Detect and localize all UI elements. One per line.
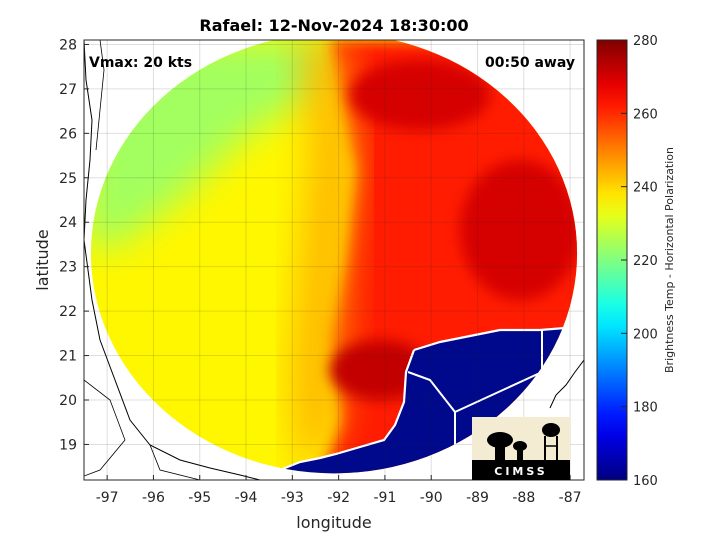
state-border (454, 330, 543, 413)
grid-lines (84, 40, 584, 480)
x-tick-label: -95 (188, 490, 211, 506)
colorbar-ticks: 160 180 200 220 240 260 280 (621, 34, 658, 489)
x-axis-ticks: -97 -96 -95 -94 -93 -92 -91 -90 -89 -88 -87 (96, 475, 582, 506)
chart-title: Rafael: 12-Nov-2024 18:30:00 (199, 16, 468, 35)
y-tick-label: 25 (59, 171, 77, 187)
colorbar-tick-label: 180 (633, 401, 658, 416)
field-cold-patch (350, 60, 490, 130)
yucatan-coastline (249, 349, 416, 478)
cuba-coastline (549, 359, 584, 409)
y-tick-label: 26 (59, 126, 77, 142)
mexico-coastline (84, 40, 261, 480)
x-tick-label: -96 (142, 490, 165, 506)
x-tick-label: -87 (559, 490, 582, 506)
y-tick-label: 27 (59, 82, 77, 98)
y-tick-label: 23 (59, 260, 77, 276)
colorbar-tick-label: 260 (633, 107, 658, 122)
logo-water-tower-icon (542, 423, 560, 460)
colorbar-tick-label: 240 (633, 181, 658, 196)
field-cold-patch (460, 160, 578, 300)
y-tick-label: 22 (59, 304, 77, 320)
colorbar-tick-label: 160 (633, 474, 658, 489)
x-tick-label: -88 (512, 490, 535, 506)
colorbar-label: Brightness Temp - Horizontal Polarizatio… (663, 147, 676, 373)
logo-text: CIMSS (494, 465, 547, 478)
colorbar-tick-label: 200 (633, 327, 658, 342)
x-axis-label: longitude (296, 513, 371, 532)
logo-banner (472, 460, 570, 480)
inland-border (149, 444, 201, 480)
y-tick-label: 24 (59, 215, 77, 231)
x-tick-label: -89 (466, 490, 489, 506)
y-axis-label: latitude (33, 229, 52, 290)
colorbar-tick-label: 280 (633, 34, 658, 49)
state-border (407, 371, 456, 480)
time-away-annotation: 00:50 away (485, 55, 575, 71)
y-tick-label: 20 (59, 393, 77, 409)
vmax-annotation: Vmax: 20 kts (89, 55, 192, 71)
swath-fill (90, 40, 578, 474)
yucatan-coastline-north (413, 326, 566, 352)
map-layer (84, 40, 584, 480)
brightness-temperature-swath (90, 40, 578, 474)
colorbar-tick-label: 220 (633, 254, 658, 269)
y-tick-label: 19 (59, 437, 77, 453)
y-axis-ticks: 19 20 21 22 23 24 25 26 27 28 (59, 37, 89, 453)
x-tick-label: -94 (235, 490, 258, 506)
logo-dish-icon (487, 432, 527, 460)
cimss-logo: CIMSS (472, 417, 570, 480)
x-tick-label: -91 (373, 490, 396, 506)
x-tick-label: -92 (327, 490, 350, 506)
axes-box (83, 39, 585, 481)
barrier-island (95, 40, 105, 151)
x-tick-label: -97 (96, 490, 119, 506)
inland-border (84, 379, 126, 477)
y-tick-label: 28 (59, 37, 77, 53)
y-tick-label: 21 (59, 349, 77, 365)
x-tick-label: -93 (281, 490, 304, 506)
x-tick-label: -90 (420, 490, 443, 506)
